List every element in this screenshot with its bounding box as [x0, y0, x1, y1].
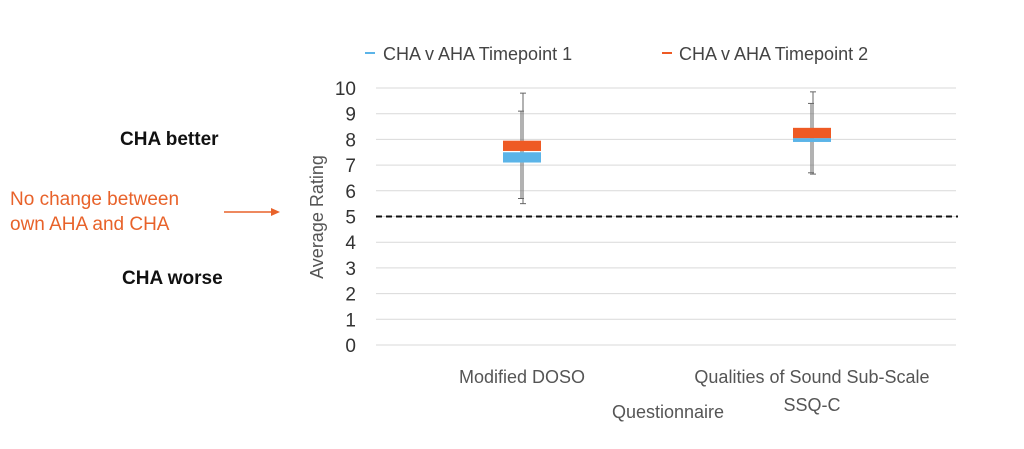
x-category-label-1: Modified DOSO: [459, 367, 585, 387]
arrow-head: [271, 208, 280, 216]
x-axis-title: Questionnaire: [612, 402, 724, 422]
x-category-labels: Modified DOSO Qualities of Sound Sub-Scal…: [459, 367, 930, 415]
y-tick-3: 3: [345, 259, 356, 280]
y-tick-4: 4: [345, 233, 356, 254]
y-tick-7: 7: [345, 156, 356, 177]
legend-label-timepoint-2: CHA v AHA Timepoint 2: [679, 44, 868, 64]
x-category-label-2: Qualities of Sound Sub-Scale: [694, 367, 929, 387]
y-tick-1: 1: [345, 310, 356, 331]
y-tick-labels: 0 1 2 3 4 5 6 7 8 9 10: [335, 79, 357, 357]
y-tick-9: 9: [345, 105, 356, 126]
y-tick-6: 6: [345, 182, 356, 203]
y-axis-title: Average Rating: [307, 155, 327, 279]
box-s1-c2: [793, 138, 831, 142]
no-change-line-1: No change between: [10, 189, 180, 210]
box-s2-c2: [793, 127, 831, 139]
cha-worse-label: CHA worse: [122, 268, 223, 289]
legend-label-timepoint-1: CHA v AHA Timepoint 1: [383, 44, 572, 64]
y-tick-8: 8: [345, 130, 356, 151]
box-s2-c1: [503, 140, 541, 151]
no-change-line-2: own AHA and CHA: [10, 214, 170, 235]
y-tick-10: 10: [335, 79, 356, 100]
annotation-arrow: [224, 208, 280, 216]
cha-better-label: CHA better: [120, 129, 219, 150]
y-tick-5: 5: [345, 208, 356, 229]
box-plots: [503, 91, 831, 205]
y-tick-2: 2: [345, 285, 356, 306]
legend: CHA v AHA Timepoint 1 CHA v AHA Timepoin…: [365, 44, 868, 64]
x-category-label-2-line-2: SSQ-C: [783, 395, 840, 415]
no-change-annotation: No change between own AHA and CHA: [10, 187, 179, 237]
y-tick-0: 0: [345, 336, 356, 357]
box-s1-c1: [503, 152, 541, 163]
